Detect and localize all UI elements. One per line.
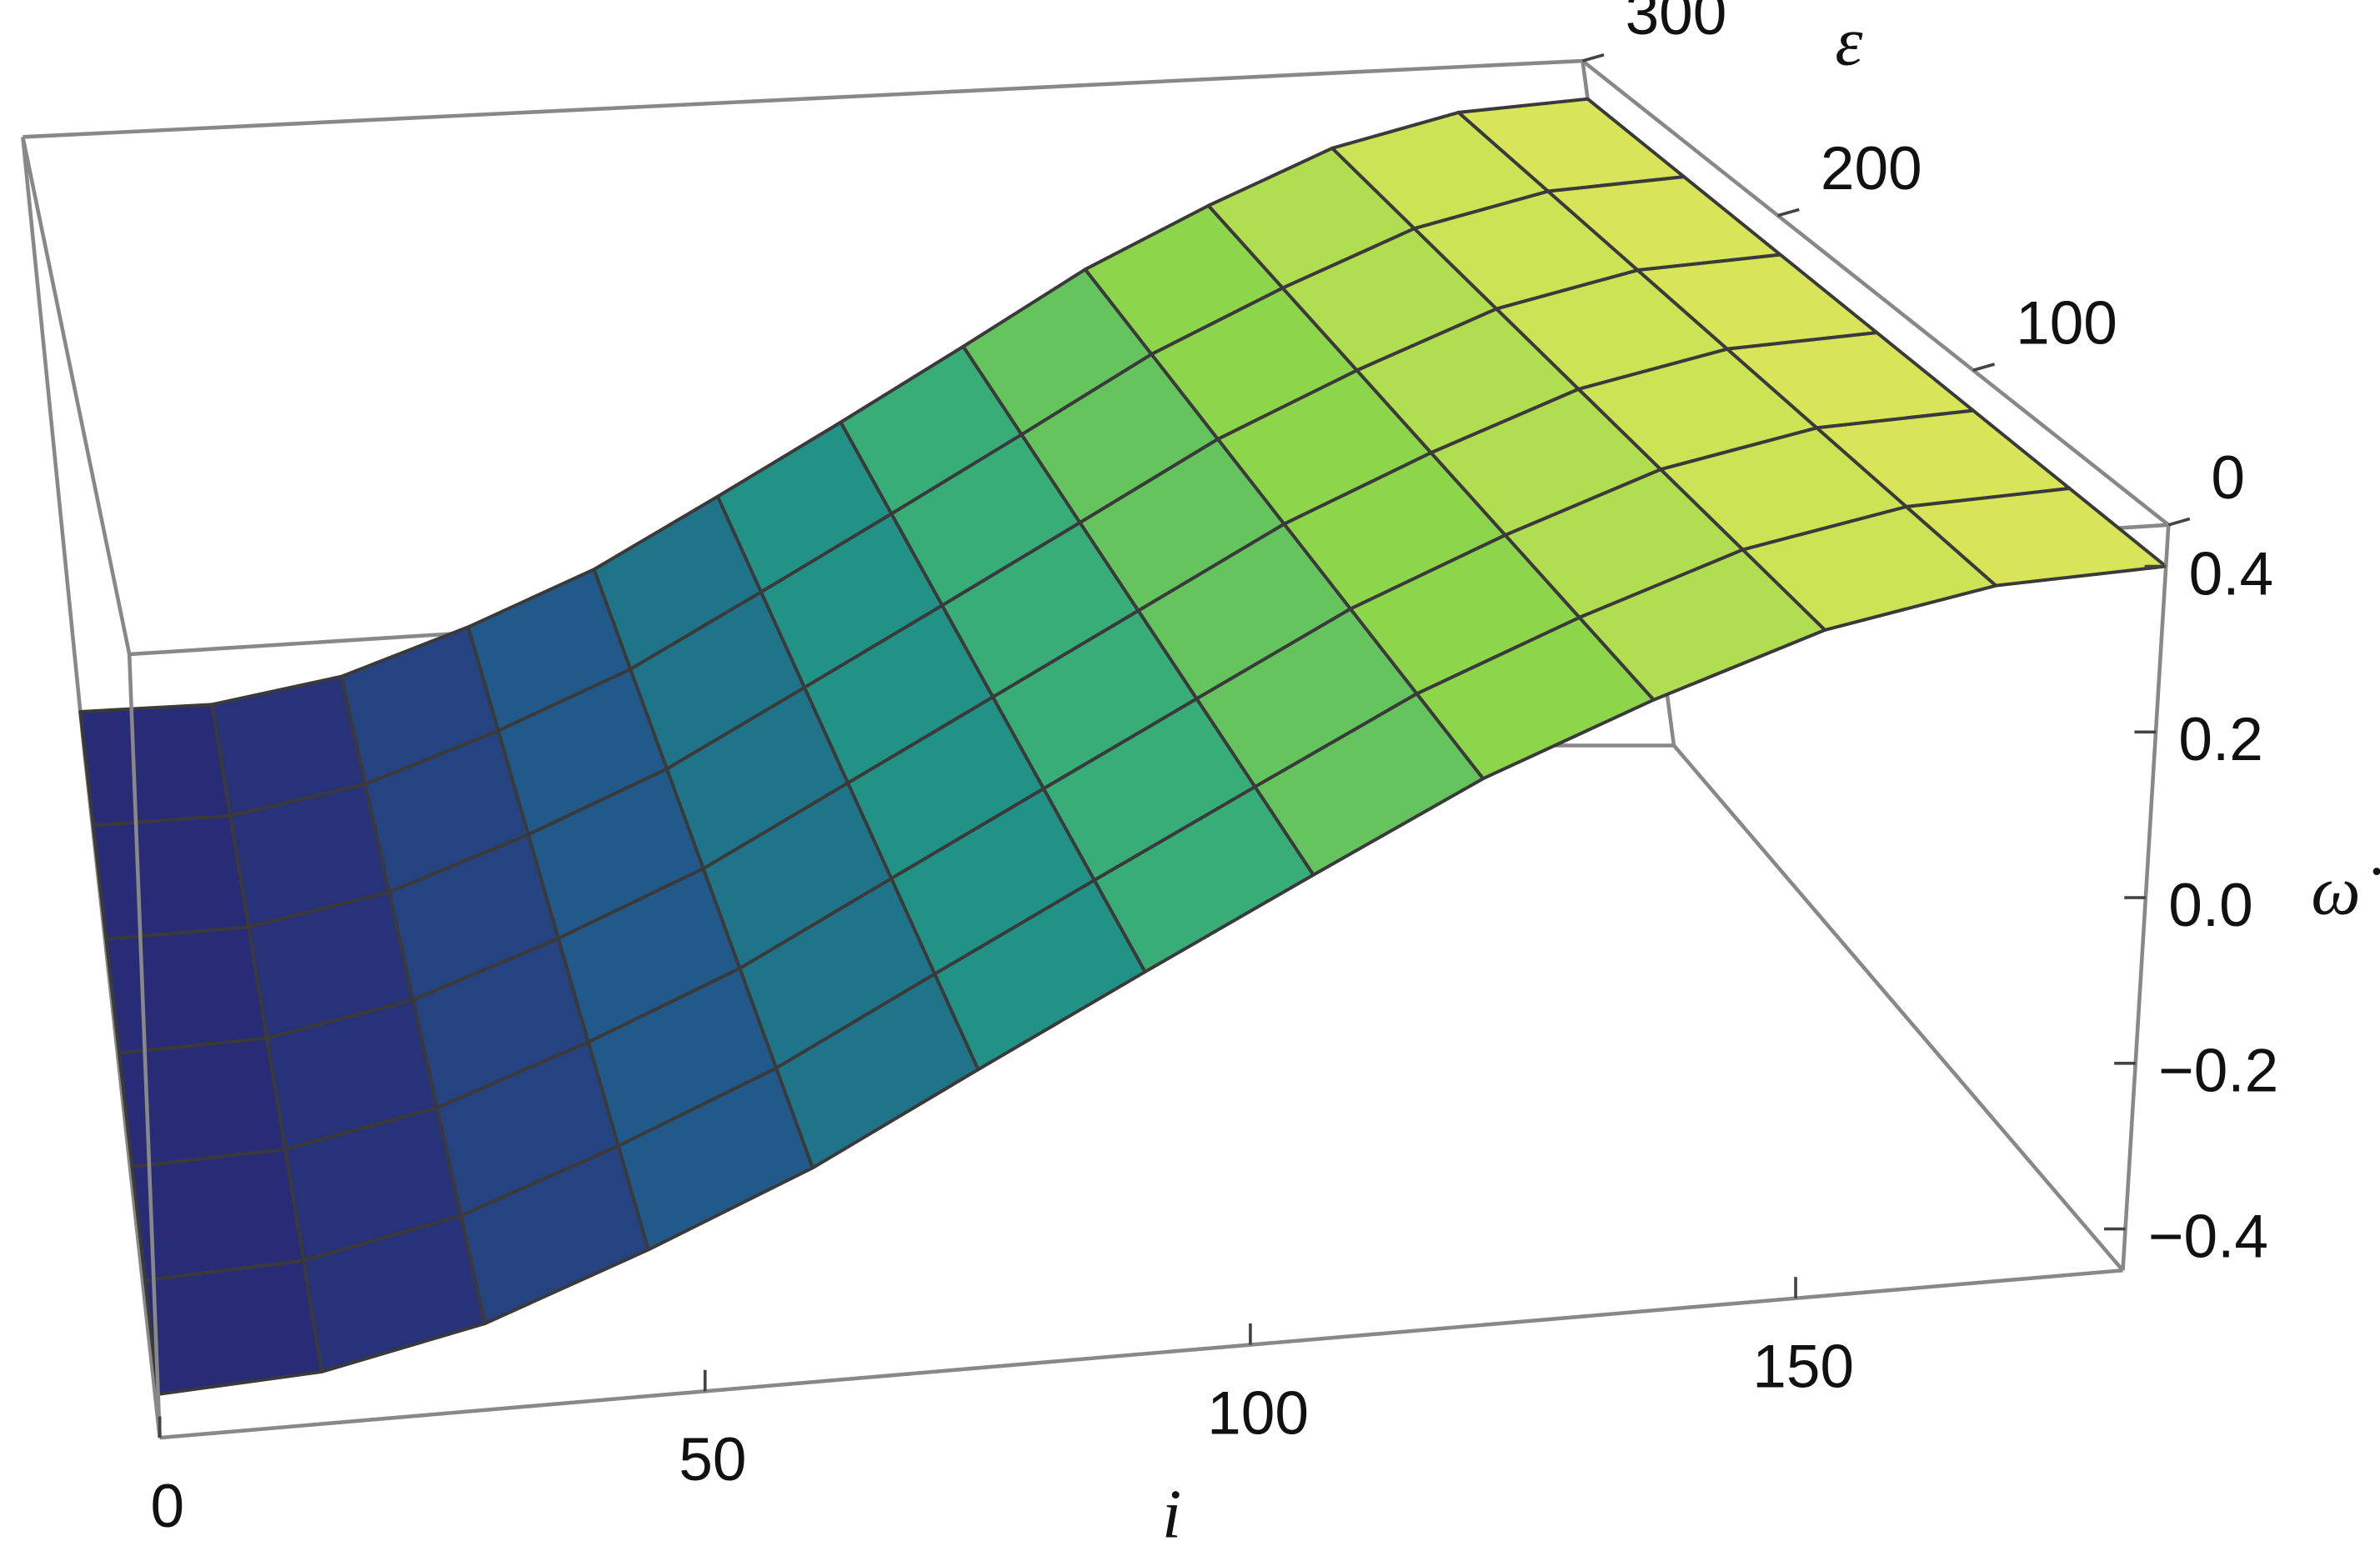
z-tick-label: −0.2 bbox=[2158, 1038, 2278, 1105]
x-axis-label: i bbox=[1162, 1476, 1181, 1553]
y-tick-label: 0 bbox=[2211, 444, 2245, 512]
y-tick bbox=[1777, 208, 1800, 218]
y-tick-label: 200 bbox=[1821, 135, 1922, 203]
z-axis-label: ω̇ bbox=[2311, 852, 2380, 929]
z-tick-label: 0.2 bbox=[2178, 706, 2262, 773]
y-tick bbox=[1972, 363, 1996, 372]
z-tick-label: 0.4 bbox=[2189, 540, 2273, 608]
surface-patch bbox=[91, 813, 251, 941]
surface-patch bbox=[104, 925, 269, 1055]
box-edge bbox=[23, 58, 1583, 139]
y-axis-label: ε bbox=[1835, 3, 1862, 81]
y-tick-label: 100 bbox=[2016, 289, 2117, 357]
x-tick-label: 50 bbox=[679, 1426, 746, 1493]
y-tick bbox=[1581, 53, 1605, 63]
box-edge bbox=[1672, 744, 2125, 1272]
box-edge bbox=[21, 137, 86, 746]
x-tick-label: 0 bbox=[150, 1473, 184, 1540]
surface-patch bbox=[78, 703, 233, 828]
y-tick bbox=[2167, 517, 2191, 527]
z-tick-label: 0.0 bbox=[2168, 872, 2252, 939]
box-edge bbox=[127, 653, 162, 1438]
surface-patch bbox=[130, 1148, 306, 1283]
z-tick-label: −0.4 bbox=[2148, 1203, 2268, 1270]
x-tick-label: 150 bbox=[1752, 1333, 1854, 1401]
surface-patch bbox=[1904, 487, 2168, 588]
box-edge bbox=[21, 136, 132, 655]
box-edge bbox=[1581, 59, 2170, 527]
surface-patch bbox=[143, 1258, 323, 1396]
x-tick-label: 100 bbox=[1207, 1379, 1309, 1447]
y-tick-label: 300 bbox=[1626, 0, 1727, 48]
